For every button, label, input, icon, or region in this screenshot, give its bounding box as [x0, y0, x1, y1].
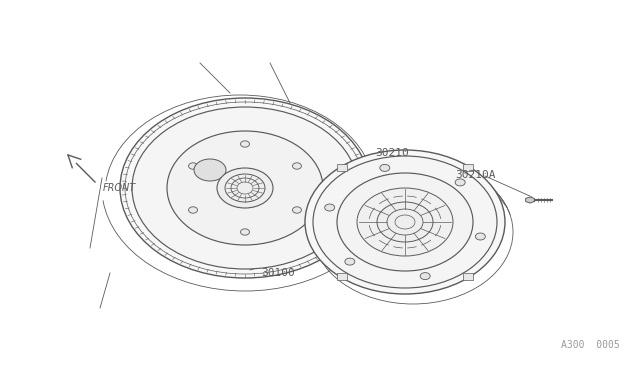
Ellipse shape [241, 229, 250, 235]
Polygon shape [525, 197, 534, 203]
Ellipse shape [292, 207, 301, 213]
Text: 30100: 30100 [261, 268, 295, 278]
Ellipse shape [357, 188, 453, 256]
Text: 30210A: 30210A [455, 170, 495, 180]
Ellipse shape [476, 233, 485, 240]
FancyBboxPatch shape [463, 273, 473, 280]
Ellipse shape [455, 179, 465, 186]
Ellipse shape [305, 150, 505, 294]
Ellipse shape [337, 173, 473, 271]
Ellipse shape [377, 202, 433, 242]
FancyBboxPatch shape [337, 164, 347, 171]
Ellipse shape [189, 207, 198, 213]
Ellipse shape [167, 131, 323, 245]
Ellipse shape [420, 273, 430, 280]
FancyBboxPatch shape [337, 273, 347, 280]
Text: FRONT: FRONT [103, 183, 136, 193]
Text: A300  0005: A300 0005 [561, 340, 620, 350]
Ellipse shape [380, 164, 390, 171]
Ellipse shape [324, 204, 335, 211]
Ellipse shape [194, 159, 226, 181]
FancyBboxPatch shape [463, 164, 473, 171]
Ellipse shape [241, 141, 250, 147]
Ellipse shape [132, 107, 358, 269]
Ellipse shape [345, 258, 355, 265]
Ellipse shape [217, 168, 273, 208]
Ellipse shape [292, 163, 301, 169]
Ellipse shape [120, 98, 370, 278]
Ellipse shape [313, 156, 497, 288]
Text: 30210: 30210 [375, 148, 409, 158]
Ellipse shape [189, 163, 198, 169]
